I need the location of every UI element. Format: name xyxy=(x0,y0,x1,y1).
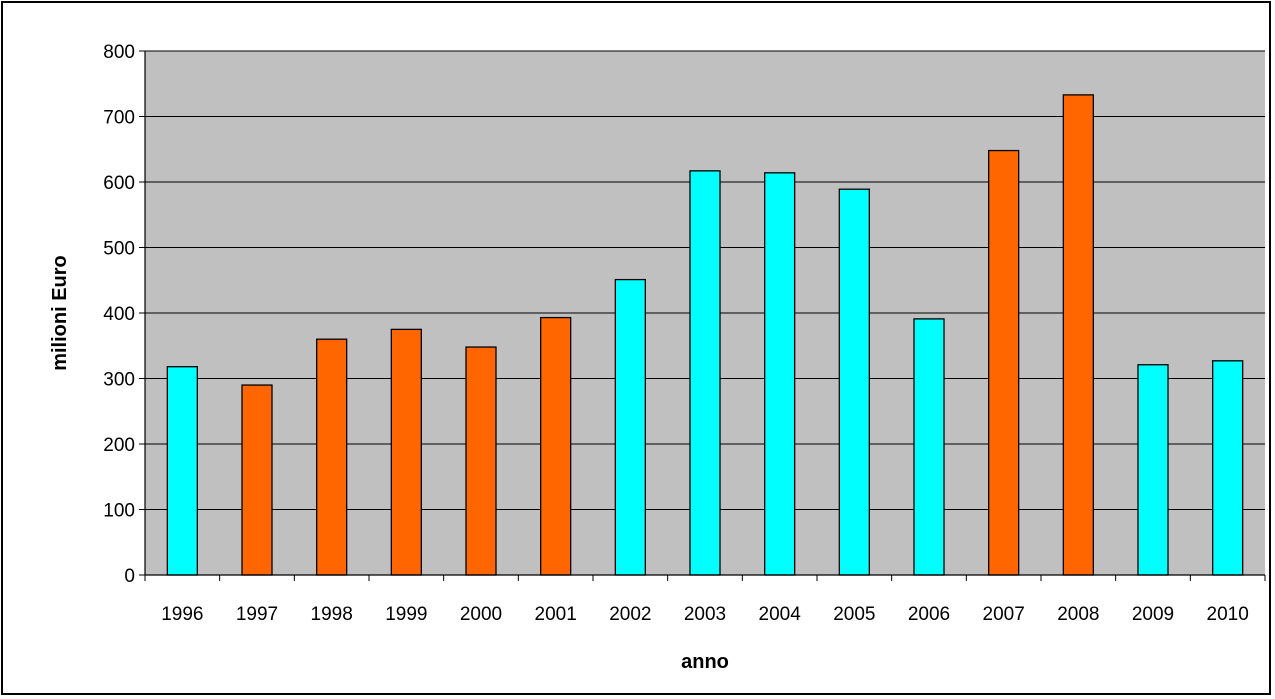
bar-2006 xyxy=(913,318,945,576)
bar-2010 xyxy=(1212,360,1244,576)
bar-2009 xyxy=(1137,364,1169,576)
y-tick-label: 200 xyxy=(103,435,135,456)
bar-2007 xyxy=(988,149,1020,576)
x-tick-label: 2002 xyxy=(609,604,651,625)
y-tick-labels: 0 100 200 300 400 500 600 700 800 xyxy=(103,42,135,587)
y-tick-label: 600 xyxy=(103,173,135,194)
x-tick-label: 2008 xyxy=(1057,604,1099,625)
x-tick-label: 2003 xyxy=(684,604,726,625)
bar-1996 xyxy=(166,366,198,576)
bar-2001 xyxy=(540,316,572,576)
x-tick-label: 2004 xyxy=(759,604,802,625)
axes xyxy=(139,50,1266,581)
bar-1997 xyxy=(241,384,273,576)
bar-2005 xyxy=(838,188,870,576)
x-tick-label: 2001 xyxy=(535,604,577,625)
y-tick-label: 800 xyxy=(103,42,135,63)
y-tick-label: 400 xyxy=(103,304,135,325)
bar-2008 xyxy=(1062,94,1094,576)
x-axis-title: anno xyxy=(681,651,729,673)
x-tick-labels: 1996 1997 1998 1999 2000 2001 2002 2003 2004 2005… xyxy=(161,604,1249,625)
x-tick-label: 2000 xyxy=(460,604,502,625)
x-tick-label: 2010 xyxy=(1207,604,1249,625)
y-tick-label: 700 xyxy=(103,108,135,129)
x-tick-label: 2006 xyxy=(908,604,950,625)
x-tick-label: 2007 xyxy=(983,604,1025,625)
y-tick-label: 0 xyxy=(124,566,135,587)
bar-1998 xyxy=(316,338,348,576)
y-axis-title: milioni Euro xyxy=(49,255,71,371)
bar-2004 xyxy=(764,172,796,576)
x-tick-label: 2009 xyxy=(1132,604,1174,625)
bar-1999 xyxy=(390,328,422,576)
bar-2002 xyxy=(614,278,646,576)
x-tick-label: 1998 xyxy=(311,604,353,625)
bars xyxy=(166,94,1244,576)
y-tick-label: 100 xyxy=(103,501,135,522)
y-tick-label: 500 xyxy=(103,239,135,260)
y-tick-label: 300 xyxy=(103,370,135,391)
x-tick-label: 2005 xyxy=(833,604,875,625)
bar-2000 xyxy=(465,346,497,576)
x-tick-label: 1997 xyxy=(236,604,278,625)
bar-2003 xyxy=(689,170,721,576)
x-tick-label: 1996 xyxy=(161,604,203,625)
x-tick-label: 1999 xyxy=(385,604,427,625)
